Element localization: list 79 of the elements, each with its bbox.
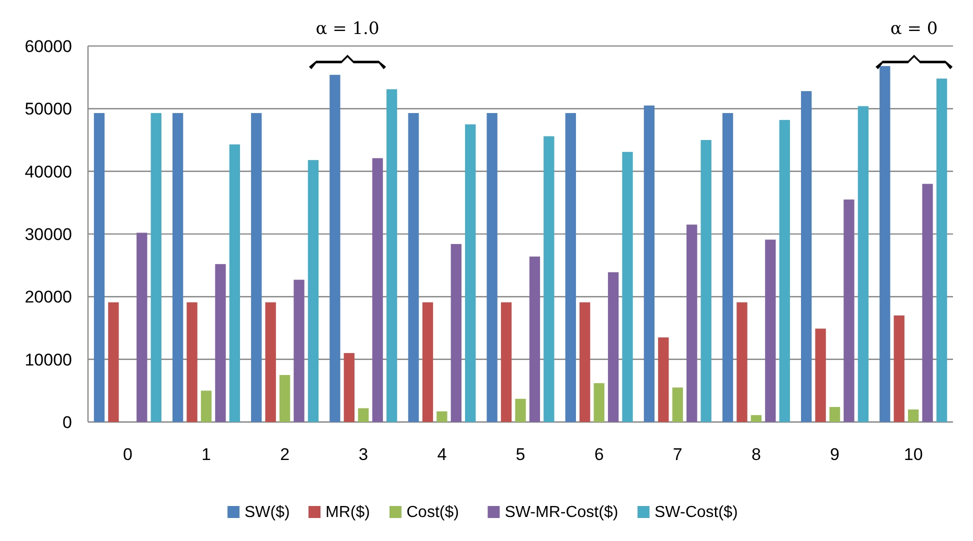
bar [736, 302, 748, 422]
bar [265, 302, 276, 422]
bar [858, 106, 869, 422]
bar [544, 136, 554, 422]
bar [594, 383, 604, 422]
text: α = 1.0 [316, 19, 380, 39]
bar [136, 232, 148, 422]
bar [279, 375, 290, 422]
bar [529, 256, 540, 422]
bar [330, 74, 340, 422]
bar [186, 302, 198, 422]
legend-label: SW-Cost($) [654, 504, 738, 521]
bar [722, 113, 734, 422]
y-tick-label: 20000 [24, 288, 72, 307]
bar [294, 280, 304, 422]
x-tick-label: 9 [830, 445, 840, 464]
x-tick-label: 0 [122, 445, 132, 464]
bar [608, 272, 619, 422]
bar [358, 408, 369, 422]
bar [515, 398, 526, 422]
y-tick-label: 40000 [24, 162, 72, 182]
bar [422, 302, 434, 422]
bar [465, 124, 476, 422]
bar [580, 302, 590, 422]
bar [565, 113, 576, 422]
x-tick-label: 1 [202, 445, 211, 464]
x-tick-label: 6 [594, 445, 604, 464]
legend-label: SW($) [244, 504, 290, 521]
text: α = 0 [890, 19, 938, 39]
bar [908, 409, 919, 422]
y-tick-label: 60000 [24, 36, 72, 56]
bar [172, 113, 184, 422]
bar [622, 152, 633, 422]
x-tick-label: 4 [437, 445, 447, 464]
bar [251, 113, 262, 422]
legend-label: MR($) [326, 504, 370, 521]
x-tick-label: 2 [280, 445, 290, 464]
y-tick-label: 50000 [24, 100, 72, 119]
bar [686, 224, 698, 422]
bar [215, 264, 226, 422]
bar [936, 78, 948, 422]
bar [922, 184, 933, 422]
legend-label: Cost($) [406, 504, 459, 521]
bar [436, 411, 448, 422]
x-tick-label: 10 [904, 445, 923, 464]
bar [308, 160, 319, 422]
x-tick-label: 8 [751, 445, 761, 464]
bar [372, 158, 383, 422]
bar [700, 140, 712, 422]
bar [94, 113, 105, 422]
bar [844, 200, 854, 422]
bar [200, 390, 212, 422]
bar [644, 106, 655, 422]
bar [765, 240, 776, 422]
y-tick-label: 30000 [24, 224, 72, 244]
y-tick-label: 0 [62, 412, 72, 432]
bar [229, 144, 240, 422]
bar [800, 91, 812, 422]
bar [880, 66, 890, 422]
bar [894, 315, 904, 422]
y-tick-label: 10000 [24, 350, 72, 370]
bar [779, 120, 790, 422]
bar [108, 302, 119, 422]
bar [344, 353, 354, 422]
bar [150, 113, 162, 422]
x-tick-label: 3 [358, 445, 368, 464]
bar [672, 388, 683, 422]
bar [486, 113, 498, 422]
bar [450, 244, 462, 422]
bar [750, 415, 762, 422]
bar [829, 406, 840, 422]
bar [500, 302, 512, 422]
bar [815, 328, 826, 422]
bar [386, 89, 398, 422]
bar [408, 113, 419, 422]
legend-label: SW-MR-Cost($) [504, 504, 618, 521]
x-tick-label: 7 [672, 445, 682, 464]
x-tick-label: 5 [516, 445, 526, 464]
bar [658, 337, 669, 422]
